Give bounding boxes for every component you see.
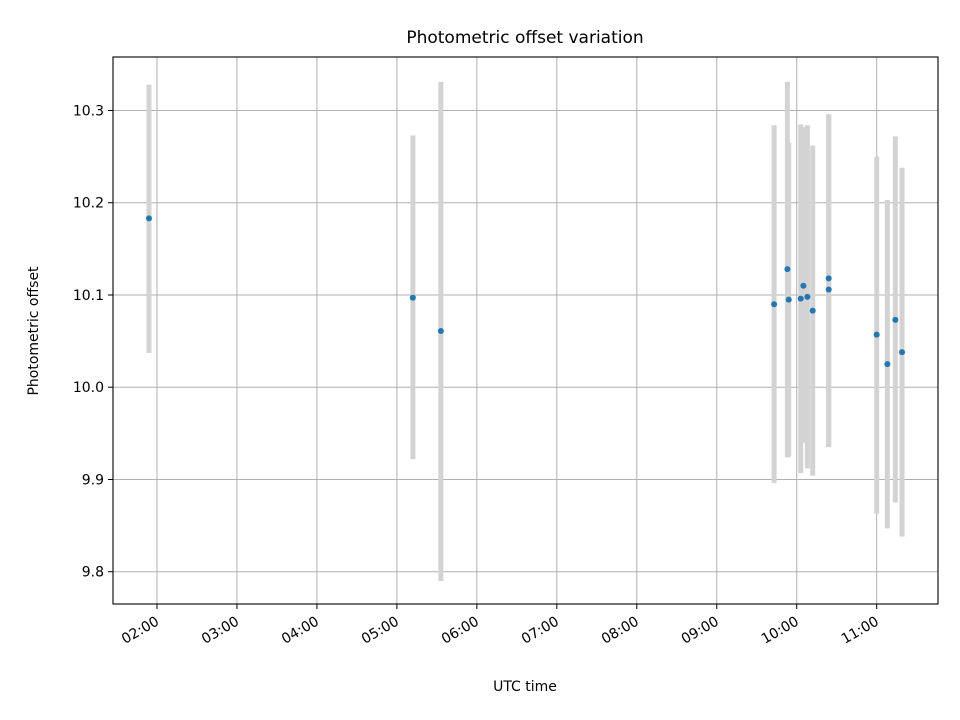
y-tick-label: 10.2 (73, 196, 104, 212)
data-point (899, 349, 906, 356)
plot-frame (112, 56, 939, 605)
error-bars (146, 81, 905, 581)
x-axis-label: UTC time (493, 679, 557, 695)
data-point (800, 282, 807, 289)
x-tick-label: 06:00 (439, 614, 482, 648)
y-tick-label: 9.8 (82, 565, 104, 581)
data-point (784, 266, 791, 273)
y-tick-label: 10.1 (73, 288, 104, 304)
x-tick-label: 09:00 (679, 614, 722, 648)
x-tick-label: 07:00 (519, 614, 562, 648)
y-axis-ticks: 9.8 9.9 10.0 10.1 10.2 10.3 (73, 104, 113, 581)
data-point (892, 316, 899, 323)
y-tick-label: 10.0 (73, 380, 104, 396)
data-point (145, 215, 152, 222)
data-point (809, 307, 816, 314)
x-tick-label: 10:00 (759, 614, 802, 648)
x-tick-label: 02:00 (119, 614, 162, 648)
y-axis-label: Photometric offset (26, 266, 42, 396)
x-tick-label: 04:00 (279, 614, 322, 648)
y-tick-label: 9.9 (82, 472, 104, 488)
x-axis-ticks: 02:00 03:00 04:00 05:00 06:00 07:00 08:00 09:00… (119, 604, 882, 648)
data-point (797, 295, 804, 302)
data-point (771, 301, 778, 308)
data-point (785, 296, 792, 303)
data-points (145, 215, 906, 368)
x-tick-label: 03:00 (199, 614, 242, 648)
data-point (873, 331, 880, 338)
x-tick-label: 08:00 (599, 614, 642, 648)
data-point (409, 294, 416, 301)
data-point (825, 275, 832, 282)
y-tick-label: 10.3 (73, 104, 104, 120)
x-tick-label: 11:00 (839, 614, 882, 648)
data-point (437, 327, 444, 334)
chart-title: Photometric offset variation (406, 28, 643, 48)
x-tick-label: 05:00 (359, 614, 402, 648)
data-point (884, 361, 891, 368)
data-point (825, 286, 832, 293)
data-point (804, 293, 811, 300)
